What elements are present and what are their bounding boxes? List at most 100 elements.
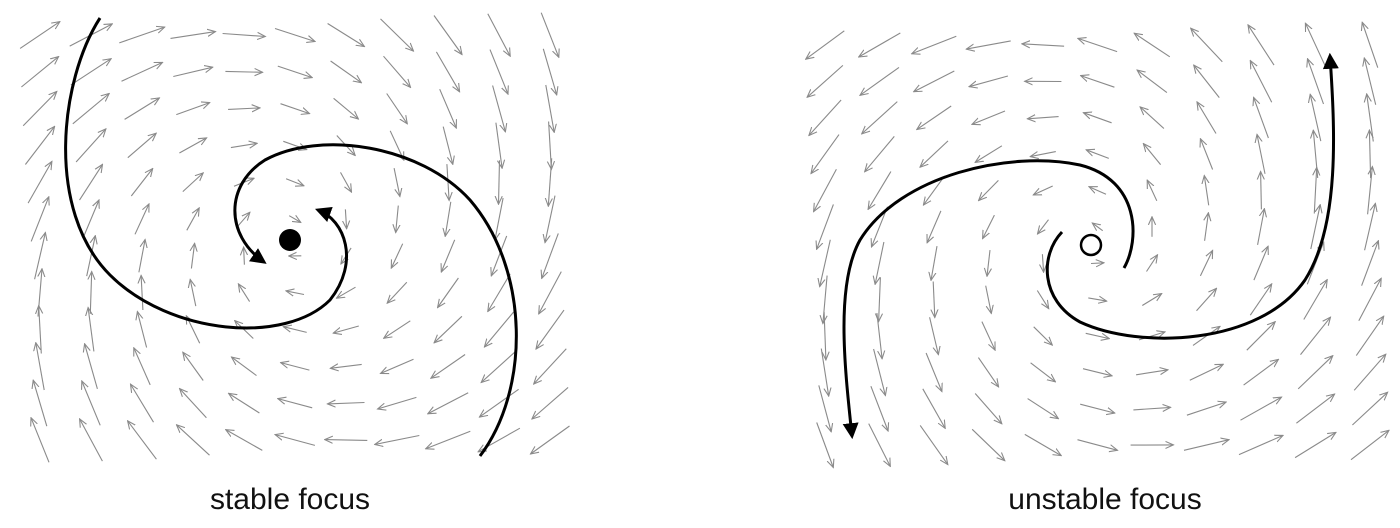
vector-field-arrow [925,352,942,392]
vector-field-arrow [1086,150,1109,159]
vector-field-arrow [19,22,60,49]
vector-field-arrow [396,205,399,233]
vector-field-arrow [176,103,209,116]
vector-field-arrow [816,422,834,468]
vector-field-arrow [927,210,942,243]
vector-field-arrow [1033,326,1053,345]
vector-field-arrow [1078,38,1118,53]
vector-field-arrow [121,62,163,82]
vector-field-arrow [820,348,828,396]
stable-trajectory-outer-left [64,17,348,330]
vector-field-arrow [378,396,417,409]
vector-field-arrow [182,173,203,193]
vector-field-arrow [327,23,365,47]
vector-field-arrow [1088,298,1106,301]
vector-field-arrow [141,275,143,311]
vector-field-arrow [809,99,842,136]
unstable-focus-panel [806,22,1389,467]
vector-field-arrow [230,143,257,147]
vector-field-arrow [1197,102,1217,134]
vector-field-arrow [1353,354,1386,391]
vector-field-arrow [1367,167,1373,215]
vector-field-arrow [226,430,263,451]
unstable-fixed-point [1079,233,1103,257]
vector-field-arrow [225,71,262,72]
vector-field-arrow [330,60,362,83]
vector-field-arrow [1240,397,1282,421]
vector-field-arrow [130,169,152,197]
vector-field-arrow [1038,219,1049,234]
vector-field-arrow [542,233,559,278]
vector-field-arrow [917,105,952,130]
vector-field-arrow [1183,440,1229,451]
vector-field-arrow [1199,250,1212,277]
vector-field-arrow [82,200,99,239]
vector-field-arrow [435,51,459,92]
vector-field-arrow [1142,294,1161,306]
vector-field-arrow [862,101,898,134]
vector-field-arrow [1080,403,1115,413]
vector-field-arrow [1308,59,1325,105]
vector-field-arrow [445,201,452,237]
vector-field-arrow [484,311,515,347]
vector-field-arrow [33,380,48,427]
vector-field-arrow [1083,113,1112,124]
vector-field-arrow [1361,241,1379,286]
vector-field-arrow [27,161,52,204]
stable-focus-caption: stable focus [209,483,371,516]
vector-field-arrow [39,306,42,354]
vector-field-arrow [186,208,199,231]
vector-field-arrow [1194,65,1220,98]
vector-field-arrow [30,197,49,242]
vector-field-arrow [190,279,197,307]
vector-field-arrow [441,239,456,272]
vector-field-arrow [288,216,301,223]
vector-field-arrow [177,425,210,456]
vector-field-arrow [1249,284,1271,316]
vector-field-arrow [1294,432,1336,459]
vector-field-arrow [137,312,148,348]
vector-field-arrow [119,27,164,44]
vector-field-arrow [966,40,1011,49]
vector-field-arrow [237,212,250,227]
vector-field-arrow [1362,22,1379,68]
vector-field-arrow [283,327,307,333]
vector-field-arrow [1200,139,1214,170]
vector-field-arrow [1296,394,1334,424]
vector-field-arrow [70,59,111,86]
vector-field-arrow [971,428,1005,460]
vector-field-arrow [1191,28,1223,63]
vector-field-arrow [1022,44,1065,46]
vector-field-arrow [80,419,103,462]
vector-field-arrow [228,108,260,110]
vector-field-arrow [539,271,562,314]
vector-field-arrow [920,140,949,167]
vector-field-arrow [481,349,518,382]
vector-field-arrow [489,49,508,95]
vector-field-arrow [923,175,946,205]
vector-field-arrow [1090,263,1104,264]
vector-field-arrow [330,364,362,368]
vector-field-arrow [393,167,400,196]
vector-field-arrow [134,204,149,235]
vector-field-arrow [1089,187,1107,195]
vector-field-arrow [1196,288,1217,312]
vector-field-arrow [36,343,45,391]
vector-field-arrow [975,145,1003,163]
vector-field-arrow [1314,167,1316,214]
vector-field-arrow [180,389,207,419]
vector-field-arrow [1305,23,1327,68]
vector-field-arrow [244,247,245,265]
vector-field-arrow [495,122,502,169]
vector-field-arrow [22,92,57,127]
vector-field-arrow [381,358,414,373]
vector-field-arrow [491,235,508,276]
vector-field-arrow [1352,392,1387,426]
vector-field-arrow [383,55,411,87]
vector-field-arrow [1189,364,1223,381]
vector-field-arrow [820,239,831,287]
vector-field-arrow [1143,144,1162,165]
vector-field-arrow [1257,209,1265,246]
vector-field-arrow [281,363,310,371]
vector-field-arrow [1146,255,1158,272]
